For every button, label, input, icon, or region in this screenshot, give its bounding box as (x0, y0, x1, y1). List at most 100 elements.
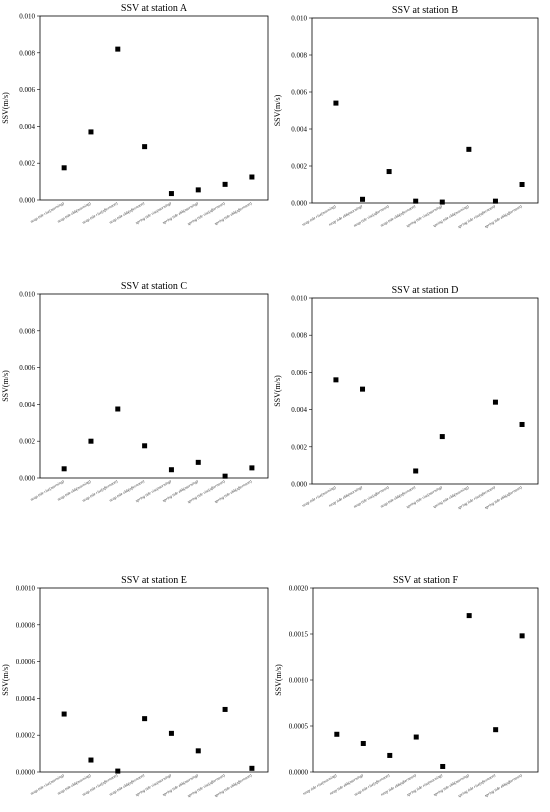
chart-title: SSV at station C (121, 281, 188, 292)
chart-title: SSV at station B (392, 5, 459, 16)
y-axis-label: SSV(m/s) (1, 370, 10, 402)
y-tick-label: 0.0015 (289, 631, 309, 639)
y-tick-label: 0.0008 (16, 621, 36, 629)
y-tick-label: 0.006 (291, 369, 307, 377)
y-tick-label: 0.0010 (16, 585, 36, 593)
y-tick-label: 0.0002 (16, 732, 36, 740)
y-tick-label: 0.002 (291, 443, 307, 451)
data-point (493, 727, 499, 733)
chart-panel-0: SSV at station A 0.000 0.002 0.004 0.006 0.00… (1, 3, 269, 226)
plot-frame (39, 293, 269, 479)
y-tick-label: 0.008 (291, 332, 307, 340)
data-point (519, 633, 525, 639)
data-point (61, 165, 67, 171)
data-point (519, 182, 525, 187)
y-tick-label: 0.006 (19, 86, 35, 94)
data-point (439, 199, 445, 205)
y-tick-label: 0.0010 (289, 677, 309, 685)
y-tick-label: 0.000 (19, 475, 35, 483)
data-point (386, 169, 392, 175)
data-point (195, 748, 201, 754)
data-point (360, 386, 366, 392)
data-point (222, 706, 228, 712)
data-point (466, 613, 472, 619)
data-point (439, 434, 445, 440)
chart-title: SSV at station F (393, 575, 459, 586)
y-tick-label: 0.0005 (289, 723, 309, 731)
chart-title: SSV at station A (121, 3, 188, 14)
data-point (466, 146, 472, 152)
y-tick-label: 0.002 (291, 163, 307, 171)
data-point (222, 473, 228, 479)
y-tick-label: 0.010 (19, 291, 35, 299)
y-tick-label: 0.010 (19, 13, 35, 21)
data-point (195, 187, 201, 193)
y-tick-label: 0.002 (19, 438, 35, 446)
data-point (387, 752, 393, 758)
y-tick-label: 0.010 (291, 295, 307, 303)
y-tick-label: 0.002 (19, 160, 35, 168)
data-point (168, 191, 174, 197)
data-point (195, 459, 201, 465)
y-tick-label: 0.008 (19, 49, 35, 57)
plot-frame (39, 587, 269, 773)
chart-panel-3: SSV at station D 0.000 0.002 0.004 0.006 0.00… (273, 285, 539, 510)
y-tick-label: 0.0006 (16, 658, 36, 666)
data-point (142, 443, 148, 449)
y-tick-label: 0.004 (19, 123, 35, 131)
y-tick-label: 0.010 (291, 15, 307, 23)
data-point (333, 377, 339, 383)
y-tick-label: 0.006 (19, 364, 35, 372)
y-tick-label: 0.0000 (289, 769, 309, 777)
data-point (222, 181, 228, 187)
chart-panel-1: SSV at station B 0.000 0.002 0.004 0.006 0.00… (273, 5, 539, 229)
data-point (168, 467, 174, 473)
y-tick-label: 0.008 (291, 52, 307, 60)
y-tick-label: 0.0020 (289, 585, 309, 593)
data-point (115, 768, 121, 774)
y-tick-label: 0.006 (291, 89, 307, 97)
y-tick-label: 0.004 (19, 401, 35, 409)
data-point (440, 763, 446, 769)
data-point (413, 734, 419, 740)
data-point (333, 100, 339, 106)
data-point (88, 438, 94, 444)
data-point (142, 144, 148, 150)
y-axis-label: SSV(m/s) (1, 92, 10, 124)
data-point (334, 731, 340, 737)
y-axis-label: SSV(m/s) (273, 375, 282, 407)
data-point (61, 711, 67, 717)
plot-frame (311, 297, 539, 485)
data-point (88, 129, 94, 135)
chart-panel-2: SSV at station C 0.000 0.002 0.004 0.006 0.00… (1, 281, 269, 504)
data-point (168, 730, 174, 736)
y-tick-label: 0.000 (291, 200, 307, 208)
chart-panel-5: SSV at station F 0.0000 0.0005 0.0010 0.0015… (274, 575, 539, 798)
data-point (360, 196, 366, 202)
data-point (249, 465, 255, 471)
chart-title: SSV at station E (121, 575, 187, 586)
data-point (249, 174, 255, 180)
data-point (61, 466, 67, 472)
plot-frame (39, 15, 269, 201)
y-tick-label: 0.000 (291, 481, 307, 489)
chart-panel-4: SSV at station E 0.0000 0.0002 0.0004 0.0006… (1, 575, 269, 798)
y-tick-label: 0.004 (291, 126, 307, 134)
data-point (142, 716, 148, 722)
data-point (413, 198, 419, 204)
data-point (115, 46, 121, 52)
data-point (492, 198, 498, 204)
plot-frame (312, 587, 539, 773)
y-axis-label: SSV(m/s) (1, 664, 10, 696)
data-point (88, 757, 94, 763)
y-tick-label: 0.000 (19, 197, 35, 205)
data-point (519, 421, 525, 427)
y-axis-label: SSV(m/s) (273, 94, 282, 126)
data-point (249, 765, 255, 771)
data-point (360, 740, 366, 746)
y-tick-label: 0.008 (19, 327, 35, 335)
y-axis-label: SSV(m/s) (274, 664, 283, 696)
data-point (492, 399, 498, 405)
y-tick-label: 0.0004 (16, 695, 36, 703)
